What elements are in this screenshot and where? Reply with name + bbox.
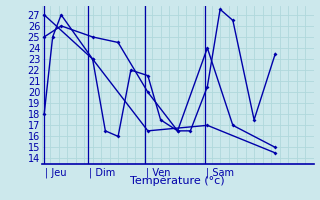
Text: | Ven: | Ven [146,168,171,178]
Text: | Sam: | Sam [206,168,234,178]
Text: | Jeu: | Jeu [45,168,67,178]
Text: | Dim: | Dim [89,168,116,178]
X-axis label: Température (°c): Température (°c) [130,175,225,186]
